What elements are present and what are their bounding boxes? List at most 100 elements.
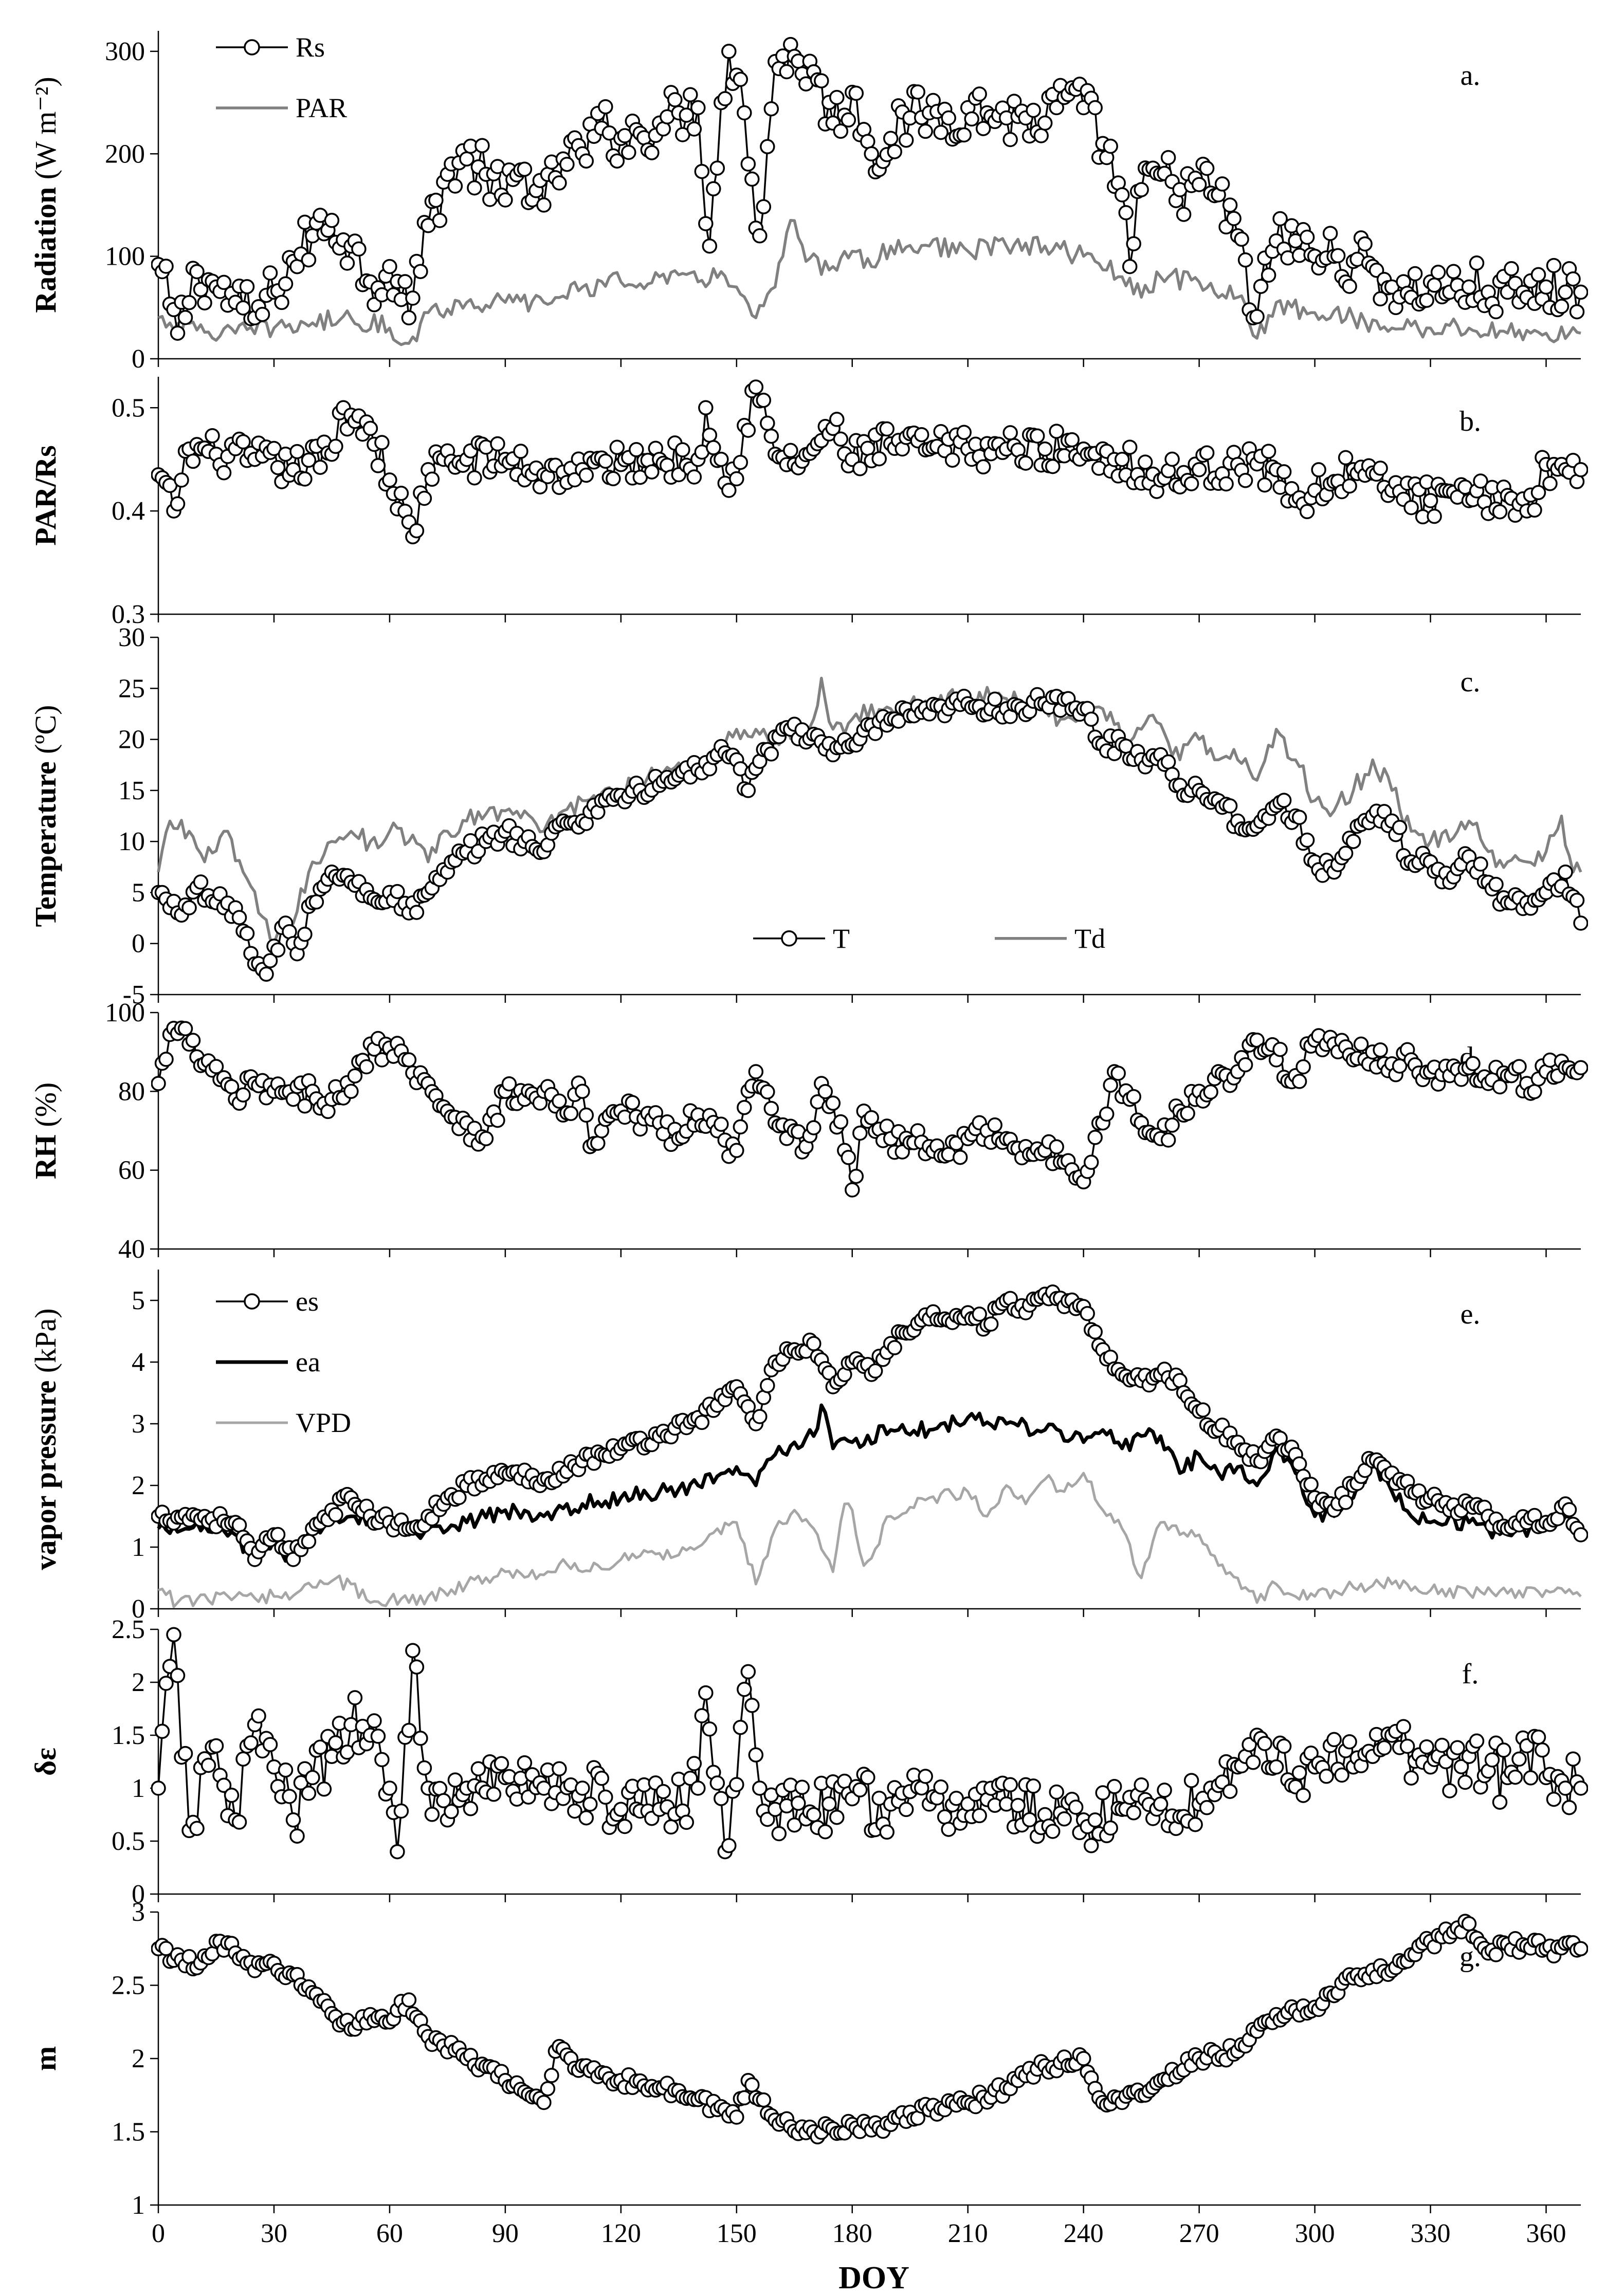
data-point (760, 1377, 775, 1393)
y-tick-label: 100 (105, 242, 145, 271)
data-point (1345, 834, 1361, 849)
data-point (1134, 1777, 1149, 1793)
y-tick-label: 0.4 (112, 497, 145, 526)
data-point (1291, 1765, 1307, 1780)
data-point (413, 1731, 428, 1746)
plot-area (151, 676, 1588, 982)
y-axis-label: δε (29, 1748, 62, 1776)
data-point (235, 434, 251, 450)
data-point (181, 900, 197, 915)
y-tick-label: 5 (132, 878, 145, 907)
y-tick-label: 0.5 (112, 1827, 145, 1856)
data-point (1295, 1059, 1311, 1075)
data-point (709, 160, 725, 176)
x-tick-label: 60 (376, 2219, 403, 2248)
legend-marker (244, 39, 260, 56)
y-tick-label: -5 (123, 980, 145, 1009)
data-point (1453, 1759, 1469, 1774)
data-point (1045, 458, 1061, 474)
data-point (1199, 445, 1215, 461)
panel-label: a. (1461, 60, 1481, 91)
y-axis-label-unit: (%) (29, 1082, 62, 1134)
data-point (1461, 1916, 1477, 1932)
data-point (552, 175, 567, 191)
data-point (536, 197, 552, 213)
y-tick-label: 2 (132, 2044, 145, 2073)
data-point (270, 1527, 286, 1542)
data-point (613, 1802, 629, 1817)
data-point (1188, 1816, 1203, 1832)
data-point (740, 156, 756, 172)
data-point (1488, 876, 1504, 892)
data-point (606, 471, 621, 487)
data-point (347, 1690, 363, 1705)
data-point (1465, 1056, 1481, 1072)
data-point (806, 1807, 822, 1823)
data-point (1457, 1774, 1473, 1790)
data-point (1253, 279, 1269, 294)
data-point (1257, 1736, 1272, 1751)
data-point (1527, 1084, 1542, 1099)
data-point (193, 282, 209, 297)
legend-label: es (296, 1286, 319, 1317)
data-point (189, 264, 205, 280)
data-point (760, 139, 775, 155)
data-point (972, 1808, 987, 1824)
y-axis-label-unit: (W m⁻²) (29, 77, 62, 187)
panel-label: b. (1459, 406, 1481, 437)
data-point (733, 1119, 749, 1135)
panel-label: f. (1462, 1658, 1479, 1690)
legend-label: PAR (296, 93, 347, 123)
data-point (393, 1803, 409, 1819)
x-tick-label: 150 (717, 2219, 757, 2248)
data-point (933, 124, 948, 140)
data-point (987, 691, 1002, 707)
data-point (667, 92, 683, 107)
data-point (224, 1788, 240, 1803)
data-point (941, 110, 956, 126)
data-point (301, 252, 317, 268)
data-point (1488, 1947, 1504, 1962)
data-point (1542, 476, 1558, 491)
plot-area (151, 1284, 1588, 1608)
data-point (1473, 473, 1488, 489)
data-point (262, 953, 278, 968)
data-point (698, 1685, 714, 1701)
data-point (1261, 267, 1276, 283)
series-line-VPD (158, 1472, 1582, 1608)
data-point (1249, 309, 1265, 324)
data-point (193, 874, 209, 890)
y-axis-label: Temperature (ºC) (29, 705, 62, 927)
series-line-PAR (158, 219, 1581, 346)
y-tick-label: 80 (118, 1077, 145, 1106)
data-point (848, 85, 864, 101)
data-point (655, 1784, 671, 1799)
y-axis-label: vapor pressure (kPa) (29, 1308, 62, 1570)
data-point (694, 1415, 710, 1430)
data-point (702, 1721, 718, 1737)
data-point (216, 465, 232, 481)
data-point (1010, 1797, 1026, 1813)
data-point (1546, 1791, 1562, 1807)
data-point (1176, 207, 1192, 222)
data-point (644, 464, 660, 480)
data-point (432, 1780, 448, 1796)
data-point (544, 2068, 559, 2083)
data-point (1160, 150, 1176, 166)
data-point (771, 1826, 787, 1842)
data-point (1407, 266, 1423, 282)
series-line-Td (157, 676, 1582, 945)
data-point (467, 180, 482, 196)
data-point (154, 1723, 170, 1739)
data-point (817, 1824, 833, 1840)
data-point (871, 451, 887, 467)
data-point (871, 1790, 887, 1806)
data-point (1218, 476, 1234, 492)
y-axis-label-main: m (29, 2046, 62, 2071)
x-tick-label: 240 (1064, 2219, 1104, 2248)
y-axis-label-main: RH (29, 1134, 62, 1179)
data-point (737, 1682, 752, 1697)
data-point (170, 496, 186, 512)
data-point (829, 1809, 845, 1825)
plot-area (151, 36, 1588, 346)
